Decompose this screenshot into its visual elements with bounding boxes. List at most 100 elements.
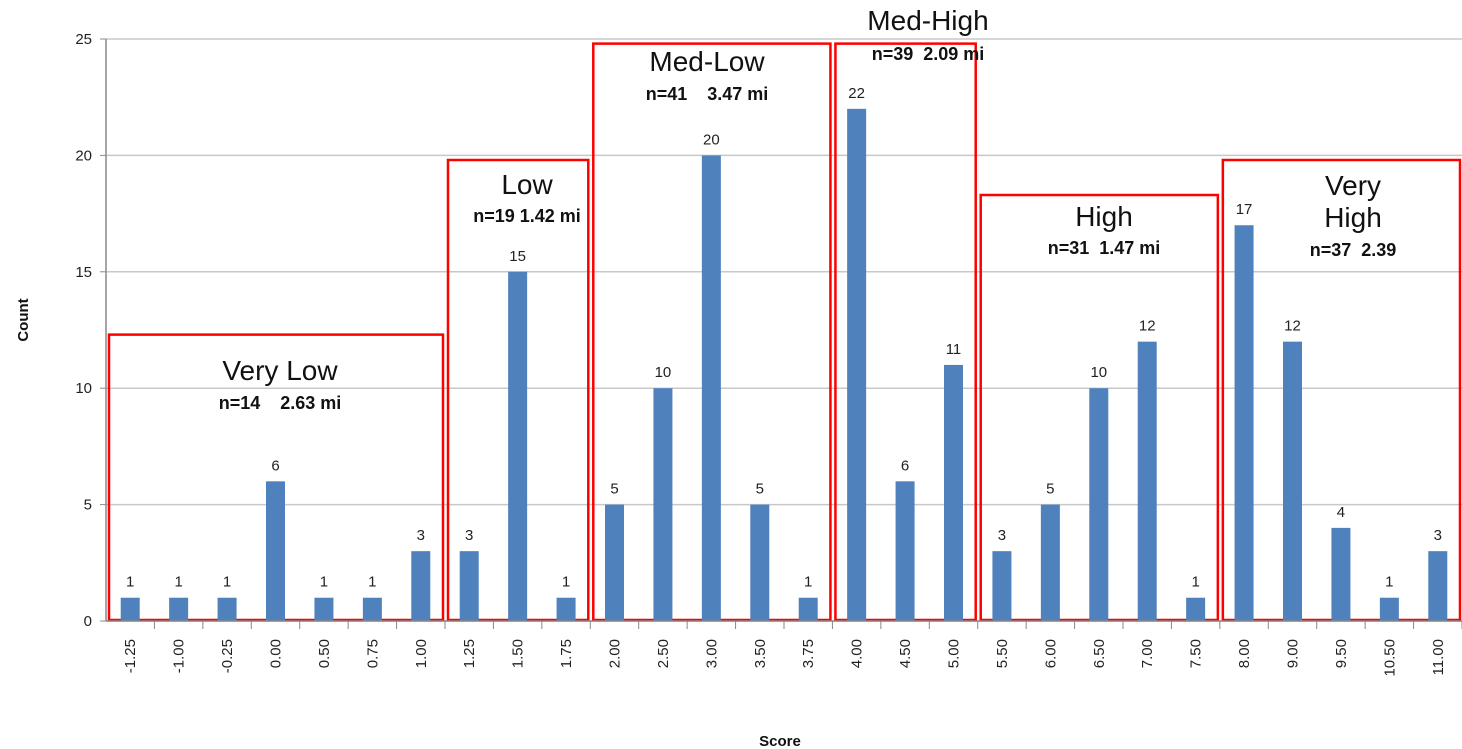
- y-tick-label: 20: [75, 147, 92, 164]
- data-label: 3: [417, 527, 425, 544]
- data-label: 5: [1046, 481, 1054, 498]
- y-tick-label: 0: [84, 613, 92, 630]
- bar: [217, 597, 237, 621]
- data-label: 11: [946, 341, 962, 358]
- data-label: 1: [368, 574, 376, 591]
- group-title: Very Low: [222, 355, 338, 386]
- x-tick-label: 3.00: [703, 639, 720, 668]
- x-tick-label: -1.00: [171, 639, 188, 673]
- x-axis-title: Score: [759, 733, 801, 749]
- data-label: 20: [703, 131, 720, 148]
- group-title: Med-High: [867, 5, 988, 36]
- x-tick-label: 8.00: [1236, 639, 1253, 668]
- data-label: 10: [655, 364, 672, 381]
- group-subtitle: n=39 2.09 mi: [872, 44, 985, 64]
- data-label: 12: [1284, 318, 1301, 335]
- x-tick-label: 4.50: [897, 639, 914, 668]
- data-label: 6: [271, 457, 279, 474]
- x-tick-label: 0.75: [364, 639, 381, 668]
- bar: [847, 108, 867, 622]
- bar: [411, 551, 431, 621]
- x-tick-label: 3.75: [800, 639, 817, 668]
- bar: [798, 597, 818, 621]
- bar: [1283, 341, 1302, 621]
- group-title: Very High: [1324, 170, 1382, 233]
- x-tick-label: 1.50: [510, 639, 527, 668]
- x-tick-label: -0.25: [219, 639, 236, 673]
- data-label: 3: [1434, 527, 1442, 544]
- data-label: 1: [126, 574, 134, 591]
- group-subtitle: n=14 2.63 mi: [219, 393, 342, 413]
- bar: [1137, 341, 1157, 621]
- x-tick-label: 6.50: [1091, 639, 1108, 668]
- group-title: Med-Low: [649, 46, 765, 77]
- group-subtitle: n=31 1.47 mi: [1048, 238, 1161, 258]
- data-label: 1: [562, 574, 570, 591]
- data-label: 6: [901, 457, 909, 474]
- group-subtitle: n=19 1.42 mi: [473, 206, 581, 226]
- group-title: High: [1075, 201, 1133, 232]
- x-tick-label: 7.00: [1139, 639, 1156, 668]
- y-axis-ticks: 0 5 10 15 20 25: [75, 31, 107, 630]
- x-tick-label: 5.50: [994, 639, 1011, 668]
- data-label: 12: [1139, 318, 1156, 335]
- group-box: [834, 42, 977, 622]
- x-tick-label: -1.25: [122, 639, 139, 673]
- bar: [701, 155, 721, 621]
- x-tick-label: 0.50: [316, 639, 333, 668]
- x-tick-label: 2.00: [607, 639, 624, 668]
- x-tick-label: 7.50: [1188, 639, 1205, 668]
- data-label: 17: [1236, 201, 1253, 218]
- data-label: 1: [174, 574, 182, 591]
- bar: [1379, 597, 1399, 621]
- group-boxes: [107, 42, 1462, 622]
- x-tick-label: 5.00: [946, 639, 963, 668]
- group-box: [446, 158, 590, 622]
- bar: [944, 364, 963, 621]
- gridlines: [106, 38, 1462, 622]
- group-subtitle: n=37 2.39: [1310, 240, 1397, 260]
- data-label: 22: [848, 85, 865, 102]
- bars: [120, 108, 1448, 622]
- data-label: 5: [610, 481, 618, 498]
- x-tick-label: 9.50: [1333, 639, 1350, 668]
- y-axis-title: Count: [15, 298, 32, 341]
- bar: [459, 551, 479, 621]
- bar: [992, 551, 1012, 621]
- y-tick-label: 5: [84, 497, 92, 514]
- bar: [266, 481, 285, 621]
- bar: [1234, 225, 1254, 622]
- x-tick-label: 11.00: [1430, 639, 1447, 675]
- y-tick-label: 10: [75, 380, 92, 397]
- x-tick-label: 1.00: [413, 639, 430, 668]
- data-label: 3: [465, 527, 473, 544]
- group-subtitle: n=41 3.47 mi: [646, 84, 769, 104]
- x-tick-label: 9.00: [1285, 639, 1302, 668]
- data-label: 1: [1385, 574, 1393, 591]
- x-tick-label: 6.00: [1042, 639, 1059, 668]
- group-labels: Very Low n=14 2.63 mi Low n=19 1.42 mi Med-L…: [219, 5, 1397, 413]
- x-axis-ticks: -1.25 -1.00 -0.25 0.00 0.50 0.75 1.00 1.25 1.50 1…: [106, 620, 1462, 677]
- data-label: 5: [756, 481, 764, 498]
- bar: [120, 597, 140, 621]
- data-label: 3: [998, 527, 1006, 544]
- data-label: 15: [509, 248, 526, 265]
- bar: [1186, 597, 1206, 621]
- x-tick-label: 1.75: [558, 639, 575, 668]
- x-tick-label: 1.25: [461, 639, 478, 668]
- data-label: 10: [1090, 364, 1107, 381]
- data-label: 1: [223, 574, 231, 591]
- x-tick-label: 2.50: [655, 639, 672, 668]
- bar: [750, 504, 770, 621]
- x-tick-label: 3.50: [752, 639, 769, 668]
- data-label: 1: [320, 574, 328, 591]
- bar: [895, 481, 915, 621]
- y-tick-label: 25: [75, 31, 92, 48]
- bar: [556, 597, 576, 621]
- bar: [1089, 388, 1109, 621]
- x-tick-label: 4.00: [849, 639, 866, 668]
- data-label: 4: [1337, 504, 1345, 521]
- bar: [1428, 551, 1448, 621]
